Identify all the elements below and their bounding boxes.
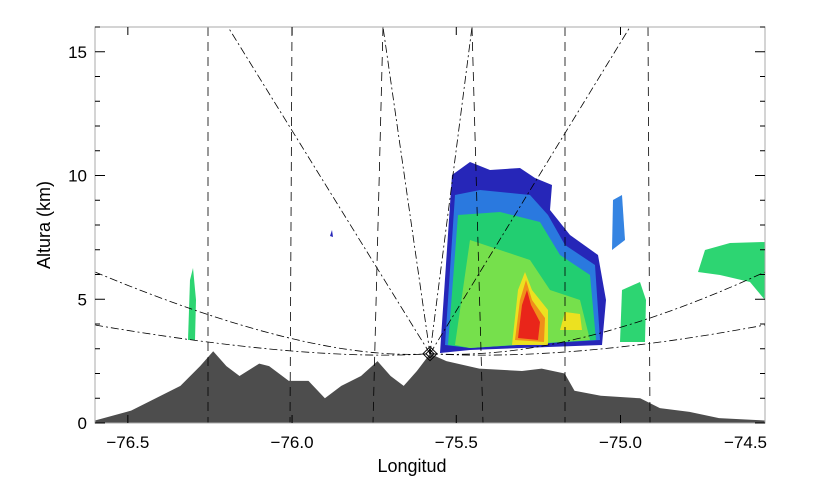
scan-guide-lines <box>94 26 766 424</box>
y-tick-label: 5 <box>78 290 87 309</box>
elevation-arc-left-1 <box>94 324 431 356</box>
dashed-line-5 <box>647 26 651 424</box>
x-tick-label: −74.5 <box>724 433 767 452</box>
terrain-profile <box>95 351 765 423</box>
echo-region-10 <box>620 282 646 342</box>
x-tick-label: −75.5 <box>435 433 478 452</box>
elevation-arc-left-0 <box>94 271 431 355</box>
x-tick-label: −75.0 <box>599 433 642 452</box>
elevation-arc-right-1 <box>429 324 766 356</box>
terrain-area <box>95 351 765 423</box>
y-tick-label: 10 <box>68 167 87 186</box>
ray-line-2 <box>429 26 473 354</box>
echo-region-6 <box>518 290 540 340</box>
ray-line-0 <box>227 26 431 354</box>
x-tick-label: −76.0 <box>271 433 314 452</box>
y-tick-label: 15 <box>68 43 87 62</box>
echo-region-11 <box>698 242 765 300</box>
y-tick-label: 0 <box>78 414 87 433</box>
echo-region-12 <box>330 230 333 237</box>
elevation-arc-right-0 <box>429 271 766 355</box>
x-axis-label: Longitud <box>377 456 446 476</box>
reflectivity-echo <box>188 162 765 353</box>
dashed-line-1 <box>289 26 293 424</box>
ray-line-1 <box>382 26 431 354</box>
dashed-line-3 <box>471 26 484 424</box>
echo-region-9 <box>612 195 625 250</box>
echo-region-8 <box>188 268 196 340</box>
radar-site-icon <box>422 345 438 362</box>
echo-region-7 <box>560 312 582 330</box>
dashed-line-2 <box>372 26 384 424</box>
axes: −76.5 −76.0 −75.5 −75.0 −74.5 0 5 10 15 <box>68 26 767 452</box>
y-axis-label: Altura (km) <box>34 181 54 269</box>
x-tick-label: −76.5 <box>106 433 149 452</box>
